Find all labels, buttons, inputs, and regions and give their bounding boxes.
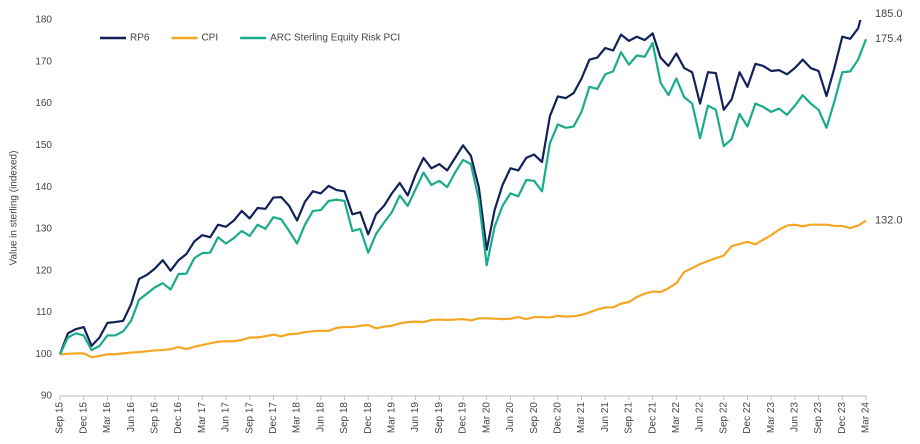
- x-tick-label: Sep 16: [149, 402, 160, 434]
- series-line: [58, 20, 862, 355]
- x-tick-label: Jun 22: [695, 402, 706, 432]
- x-tick-label: Sep 22: [718, 402, 729, 434]
- x-tick-label: Sep 15: [55, 402, 66, 434]
- x-tick-label: Dec 20: [552, 402, 563, 434]
- x-tick-label: Mar 21: [576, 402, 587, 434]
- x-tick-label: Sep 23: [813, 402, 824, 434]
- x-tick-label: Dec 16: [173, 402, 184, 434]
- x-tick-label: Dec 19: [458, 402, 469, 434]
- x-tick-label: Dec 22: [742, 402, 753, 434]
- x-tick-label: Mar 17: [197, 402, 208, 434]
- x-tick-label: Sep 20: [529, 402, 540, 434]
- plot-area: [58, 20, 868, 359]
- y-tick-label: 170: [35, 56, 52, 67]
- y-tick-label: 110: [36, 307, 52, 318]
- x-tick-label: Sep 19: [434, 402, 445, 434]
- x-tick-label: Jun 18: [315, 402, 326, 432]
- x-tick-label: Mar 18: [292, 402, 303, 434]
- legend-label: RP6: [130, 33, 150, 44]
- x-tick-label: Dec 21: [647, 402, 658, 434]
- value-label: 132.0: [875, 214, 903, 226]
- x-tick-label: Sep 17: [244, 402, 255, 434]
- series-line: [59, 219, 867, 359]
- y-tick-label: 100: [35, 349, 52, 360]
- x-tick-label: Jun 21: [600, 402, 611, 432]
- y-tick-label: 180: [35, 15, 52, 26]
- x-tick-label: Jun 23: [790, 402, 801, 432]
- x-tick-label: Dec 17: [268, 402, 279, 434]
- y-tick-label: 130: [35, 224, 52, 235]
- x-tick-label: Jun 17: [221, 402, 232, 432]
- legend-label: ARC Sterling Equity Risk PCI: [270, 33, 400, 44]
- x-tick-label: Mar 20: [481, 402, 492, 434]
- x-tick-label: Dec 18: [363, 402, 374, 434]
- y-tick-label: 90: [41, 391, 53, 402]
- x-tick-label: Sep 21: [624, 402, 635, 434]
- x-tick-label: Mar 19: [387, 402, 398, 434]
- x-tick-label: Jun 19: [410, 402, 421, 432]
- y-tick-label: 120: [35, 265, 52, 276]
- value-label: 185.0: [875, 8, 903, 20]
- y-axis-label: Value in sterling (indexed): [9, 151, 20, 266]
- value-label: 175.4: [875, 33, 903, 45]
- series-line: [59, 38, 868, 355]
- x-tick-label: Dec 23: [837, 402, 848, 434]
- x-tick-label: Mar 23: [766, 402, 777, 434]
- y-tick-label: 140: [35, 182, 52, 193]
- x-tick-label: Mar 24: [861, 402, 872, 434]
- y-tick-label: 160: [35, 98, 52, 109]
- x-tick-label: Jun 16: [126, 402, 137, 432]
- y-tick-label: 150: [35, 140, 52, 151]
- x-tick-label: Dec 15: [78, 402, 89, 434]
- x-tick-label: Jun 20: [505, 402, 516, 432]
- x-tick-label: Sep 18: [339, 402, 350, 434]
- x-tick-label: Mar 22: [671, 402, 682, 434]
- legend-label: CPI: [201, 33, 218, 44]
- x-tick-label: Mar 16: [102, 402, 113, 434]
